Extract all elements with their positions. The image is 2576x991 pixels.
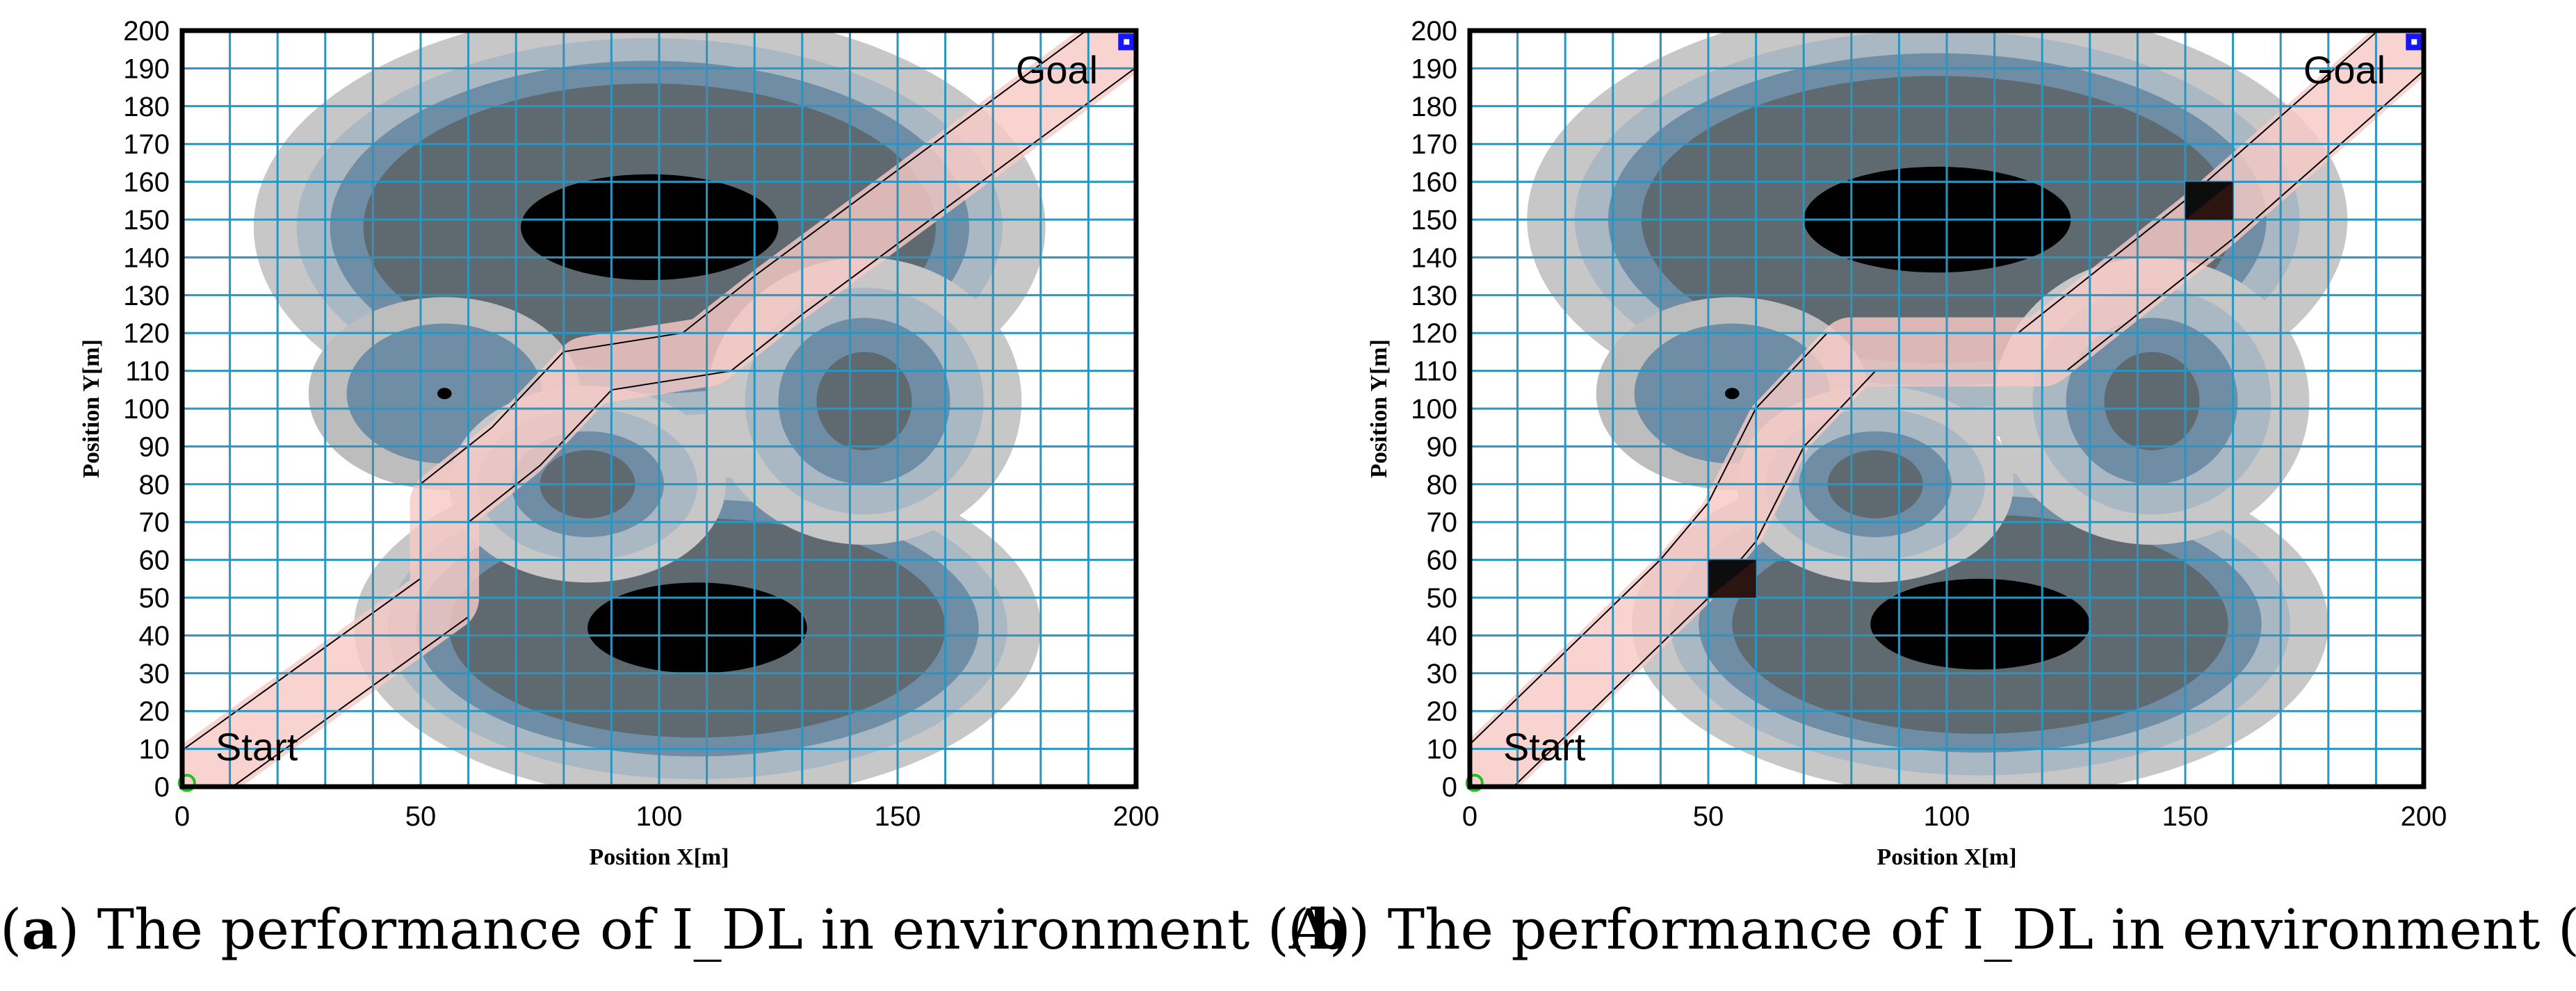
obstacle-5	[1994, 257, 2310, 545]
y-tick-label: 150	[123, 205, 170, 236]
y-tick-label: 30	[1427, 659, 1458, 689]
y-tick-label: 90	[139, 432, 170, 462]
x-tick-label: 150	[875, 801, 921, 832]
y-tick-label: 170	[1411, 129, 1457, 160]
plot-frame	[179, 28, 1139, 789]
y-tick-label: 80	[1427, 470, 1458, 500]
start-label: Start	[1503, 725, 1586, 769]
obstacle-ring	[816, 352, 912, 450]
x-tick-label: 200	[1113, 801, 1160, 832]
obstacle-core	[588, 582, 807, 673]
x-axis-label: Position X[m]	[589, 844, 729, 870]
y-tick-label: 110	[125, 357, 170, 387]
y-tick-label: 190	[1411, 54, 1457, 84]
obstacle-core	[1870, 578, 2090, 670]
x-tick-label: 0	[1462, 801, 1477, 832]
y-tick-label: 30	[139, 659, 170, 689]
y-tick-label: 80	[139, 470, 170, 500]
y-tick-label: 60	[139, 546, 170, 576]
y-tick-label: 70	[139, 507, 170, 538]
y-tick-label: 70	[1427, 507, 1458, 538]
obstacle-core	[1725, 388, 1740, 400]
obstacle-ring	[2104, 352, 2200, 450]
y-tick-label: 20	[1427, 696, 1458, 727]
y-tick-label: 100	[123, 394, 170, 425]
y-tick-label: 50	[1427, 583, 1458, 614]
x-tick-label: 200	[2401, 801, 2447, 832]
obstacle-core	[521, 174, 779, 281]
y-tick-label: 90	[1427, 432, 1458, 462]
y-tick-label: 200	[123, 16, 170, 47]
goal-marker-center	[2411, 39, 2417, 45]
y-tick-label: 20	[139, 696, 170, 727]
y-tick-label: 130	[123, 281, 170, 311]
y-tick-label: 140	[1411, 243, 1457, 273]
x-axis-label: Position X[m]	[1877, 844, 2016, 870]
panel-label: a	[22, 896, 58, 962]
y-tick-label: 180	[123, 92, 170, 122]
goal-label: Goal	[1016, 48, 1098, 92]
x-tick-label: 50	[405, 801, 437, 832]
obstacle-core	[437, 388, 452, 400]
y-axis-label: Position Y[m]	[1366, 339, 1392, 478]
y-tick-label: 180	[1411, 92, 1457, 122]
caption-text: The performance of I_DL in environment (…	[97, 897, 1351, 962]
caption-b: (b) The performance of I_DL in environme…	[1288, 896, 2576, 962]
caption-text: The performance of I_DL in environment (…	[1387, 897, 2576, 962]
y-tick-label: 160	[123, 167, 170, 198]
y-tick-label: 110	[1413, 357, 1457, 387]
y-tick-label: 50	[139, 583, 170, 614]
y-tick-label: 200	[1411, 16, 1457, 47]
x-tick-label: 100	[1924, 801, 1970, 832]
y-tick-label: 130	[1411, 281, 1457, 311]
y-tick-label: 100	[1411, 394, 1457, 425]
y-tick-label: 10	[139, 735, 170, 765]
caption-a: (a) The performance of I_DL in environme…	[0, 896, 1351, 962]
panel-label: b	[1309, 896, 1349, 962]
map-plot-a: Start Goal 0 10 20 30 40 50 60 70 80 90 100 110 120 130…	[79, 16, 1160, 870]
x-tick-label: 50	[1693, 801, 1724, 832]
plot-area	[1470, 31, 2424, 787]
x-tick-label: 0	[175, 801, 190, 832]
y-tick-label: 0	[154, 772, 170, 803]
grid	[1470, 31, 2424, 787]
panel-b: Start Goal 0 10 20 30 40 50 60 70 80 90 100 110 120 130…	[1288, 0, 2576, 991]
y-tick-label: 10	[1427, 735, 1458, 765]
y-tick-label: 160	[1411, 167, 1457, 198]
goal-label: Goal	[2303, 48, 2385, 92]
y-tick-label: 190	[123, 54, 170, 84]
y-tick-label: 120	[1411, 318, 1457, 349]
grid	[182, 31, 1136, 787]
obstacle-5	[706, 257, 1022, 545]
y-tick-label: 150	[1411, 205, 1457, 236]
plot-area	[182, 31, 1136, 787]
y-tick-label: 40	[139, 621, 170, 651]
map-plot-b: Start Goal 0 10 20 30 40 50 60 70 80 90 100 110 120 130…	[1366, 16, 2447, 870]
y-axis-label: Position Y[m]	[79, 339, 104, 478]
y-tick-label: 60	[1427, 546, 1458, 576]
panel-a: Start Goal 0 10 20 30 40 50 60 70 80 90 100 110 120 130…	[0, 16, 1351, 962]
plot-frame	[1467, 28, 2427, 789]
y-tick-label: 170	[123, 129, 170, 160]
y-tick-label: 40	[1427, 621, 1458, 651]
start-marker	[177, 773, 196, 792]
x-tick-label: 150	[2162, 801, 2209, 832]
y-tick-label: 120	[123, 318, 170, 349]
goal-marker-center	[1124, 39, 1130, 45]
start-marker	[1465, 773, 1484, 792]
start-label: Start	[216, 725, 298, 769]
y-tick-label: 0	[1442, 772, 1457, 803]
x-tick-label: 100	[636, 801, 683, 832]
y-tick-label: 140	[123, 243, 170, 273]
